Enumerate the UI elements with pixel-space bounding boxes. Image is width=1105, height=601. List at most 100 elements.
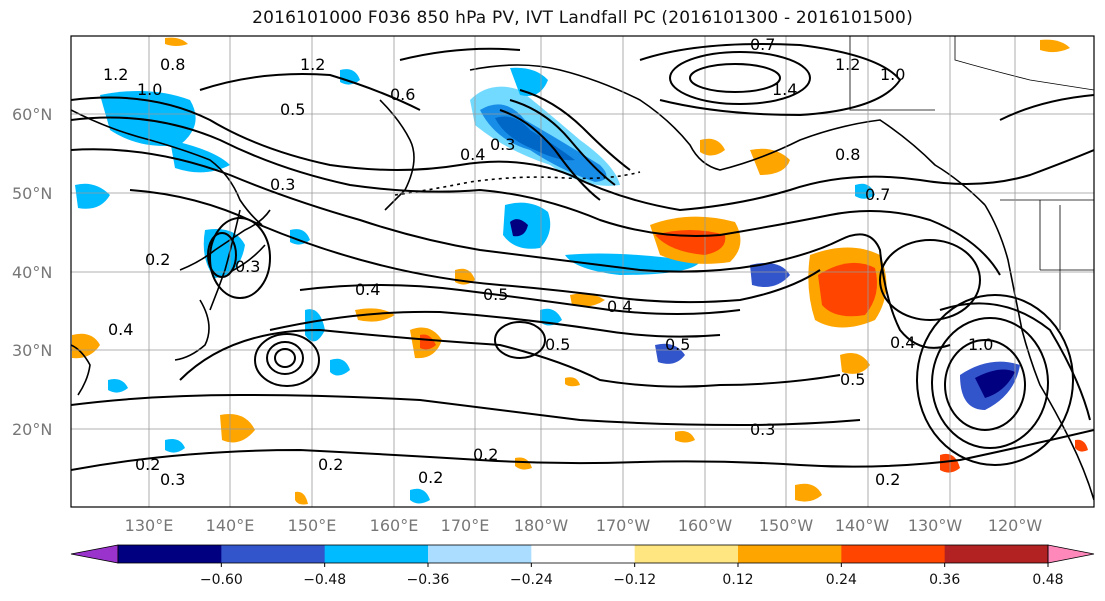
contour-label: 0.4	[607, 297, 632, 316]
contour-label: 1.2	[835, 55, 860, 74]
colorbar-tick-label: −0.36	[407, 572, 450, 588]
pv-positive-core	[420, 334, 436, 350]
map-frame	[70, 35, 1095, 508]
contour-label: 0.4	[355, 280, 380, 299]
pv-negative-patch	[330, 358, 350, 376]
colorbar-segment	[118, 545, 222, 563]
pv-negative-patch	[565, 253, 700, 275]
contour-label: 0.5	[545, 335, 570, 354]
colorbar-tick-label: 0.12	[722, 572, 753, 588]
colorbar-segment	[531, 545, 636, 563]
pv-positive-patch	[700, 138, 725, 156]
contour-label: 0.5	[280, 100, 305, 119]
pv-negative-patch	[750, 262, 790, 288]
colorbar-segment	[634, 545, 739, 563]
contour-labels: 1.2 1.0 0.8 0.5 0.6 1.2 0.4 0.3 0.7 1.0 …	[103, 35, 993, 489]
contour-label: 0.5	[840, 370, 865, 389]
pv-negative-patch	[165, 439, 185, 453]
colorbar-segment	[221, 545, 326, 563]
contour-label: 1.0	[880, 65, 905, 84]
lon-label: 160°W	[678, 516, 733, 535]
pv-negative-core	[510, 219, 528, 237]
contour-label: 1.4	[772, 80, 797, 99]
contour-label: 0.4	[460, 145, 485, 164]
colorbar-extension-low	[70, 544, 119, 564]
pv-positive-patch	[750, 148, 790, 175]
lon-label: 130°W	[908, 516, 963, 535]
contour-label: 1.2	[103, 65, 128, 84]
colorbar-segment	[324, 545, 429, 563]
coastline-philippines	[71, 344, 91, 396]
colorbar-segment	[428, 545, 532, 563]
pv-negative-patch	[108, 379, 128, 393]
pv-negative-patch	[305, 309, 325, 342]
contour-label: 0.2	[418, 468, 443, 487]
colorbar-tick-label: −0.12	[613, 572, 656, 588]
colorbar-outline	[117, 544, 1049, 564]
political-borders	[849, 36, 1094, 330]
coastline-north-america	[984, 204, 1094, 501]
contour-label: 0.7	[865, 185, 890, 204]
contour-label: 0.3	[490, 135, 515, 154]
contour-label: 1.2	[300, 55, 325, 74]
colorbar-extension-high	[1047, 544, 1095, 564]
lon-label: 130°E	[125, 516, 174, 535]
ivt-contours	[71, 43, 1094, 471]
lat-label: 50°N	[12, 184, 52, 203]
lon-label: 160°E	[370, 516, 419, 535]
contour-label: 0.4	[108, 320, 133, 339]
lon-label: 150°W	[759, 516, 814, 535]
colorbar-tick-label: 0.36	[929, 572, 960, 588]
colorbar-tick-label: 0.24	[826, 572, 857, 588]
colorbar-segment	[944, 545, 1049, 563]
pv-negative-patch	[540, 308, 562, 326]
map-title: 2016101000 F036 850 hPa PV, IVT Landfall…	[252, 8, 913, 28]
lon-label: 180°W	[514, 516, 569, 535]
colorbar-segment	[738, 545, 842, 563]
lon-label: 170°E	[441, 516, 490, 535]
latitude-labels: 60°N 50°N 40°N 30°N 20°N	[12, 105, 52, 439]
pv-positive-patch	[840, 352, 870, 374]
longitude-labels: 130°E 140°E 150°E 160°E 170°E 180°W 170°…	[125, 516, 1043, 535]
contour-label: 0.2	[875, 470, 900, 489]
pv-positive-patch	[355, 308, 395, 322]
lat-label: 60°N	[12, 105, 52, 124]
contour-label: 1.0	[137, 80, 162, 99]
contour-label: 0.2	[145, 250, 170, 269]
lon-label: 140°E	[206, 516, 255, 535]
contour-label: 1.0	[968, 335, 993, 354]
pv-negative-patch	[470, 86, 620, 186]
coastline-asia	[71, 109, 263, 361]
contour-label: 0.3	[750, 420, 775, 439]
lat-label: 20°N	[12, 420, 52, 439]
coastline-alaska	[469, 64, 986, 206]
pv-negative-patch	[655, 343, 685, 364]
colorbar-tick-label: −0.24	[510, 572, 553, 588]
colorbar-segment	[841, 545, 946, 563]
coastline-kamchatka	[379, 99, 415, 211]
colorbar-tick-label: 0.48	[1032, 572, 1063, 588]
colorbar: −0.60 −0.48 −0.36 −0.24 −0.12 0.12 0.24 0.36 0.4…	[70, 544, 1095, 588]
colorbar-tick-label: −0.60	[200, 572, 243, 588]
pv-positive-patch	[295, 491, 308, 505]
pv-positive-patch	[795, 483, 822, 502]
lat-label: 40°N	[12, 263, 52, 282]
contour-label: 0.8	[835, 145, 860, 164]
contour-label: 0.7	[750, 35, 775, 54]
pv-negative-patch	[410, 488, 430, 504]
pv-positive-patch	[565, 377, 580, 387]
contour-label: 0.5	[483, 285, 508, 304]
pv-positive-patch	[675, 431, 695, 443]
pv-negative-patch	[75, 183, 110, 209]
contour-label: 0.2	[473, 445, 498, 464]
contour-label: 0.6	[390, 85, 415, 104]
contour-label: 0.2	[135, 455, 160, 474]
pv-positive-patch	[1040, 39, 1070, 53]
pv-positive-patch	[220, 414, 255, 443]
colorbar-tick-label: −0.48	[303, 572, 346, 588]
contour-label: 0.3	[160, 470, 185, 489]
contour-label: 0.2	[318, 455, 343, 474]
pv-positive-patch	[570, 293, 605, 307]
pv-positive-patch	[515, 457, 532, 470]
